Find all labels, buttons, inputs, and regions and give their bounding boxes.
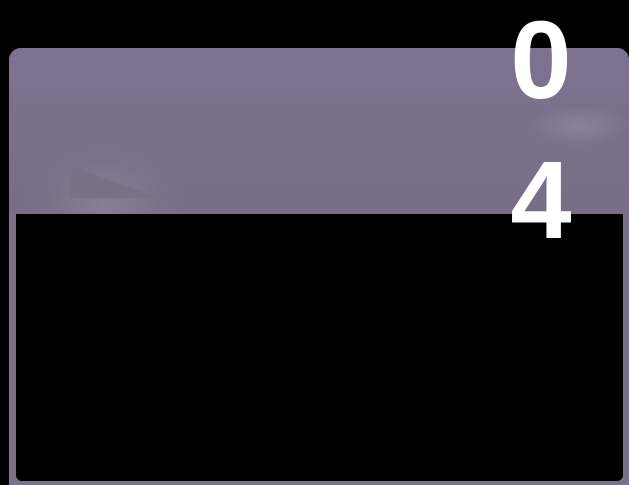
speech-tab-pointer — [70, 166, 160, 198]
panel-border-left — [9, 214, 16, 485]
slide-number-digit-second: 4 — [510, 139, 572, 262]
panel-glare — [529, 104, 629, 148]
panel-border-right — [623, 214, 629, 485]
content-panel — [9, 48, 629, 485]
slide-number-digit-first: 0 — [510, 0, 572, 122]
panel-body — [16, 214, 623, 481]
